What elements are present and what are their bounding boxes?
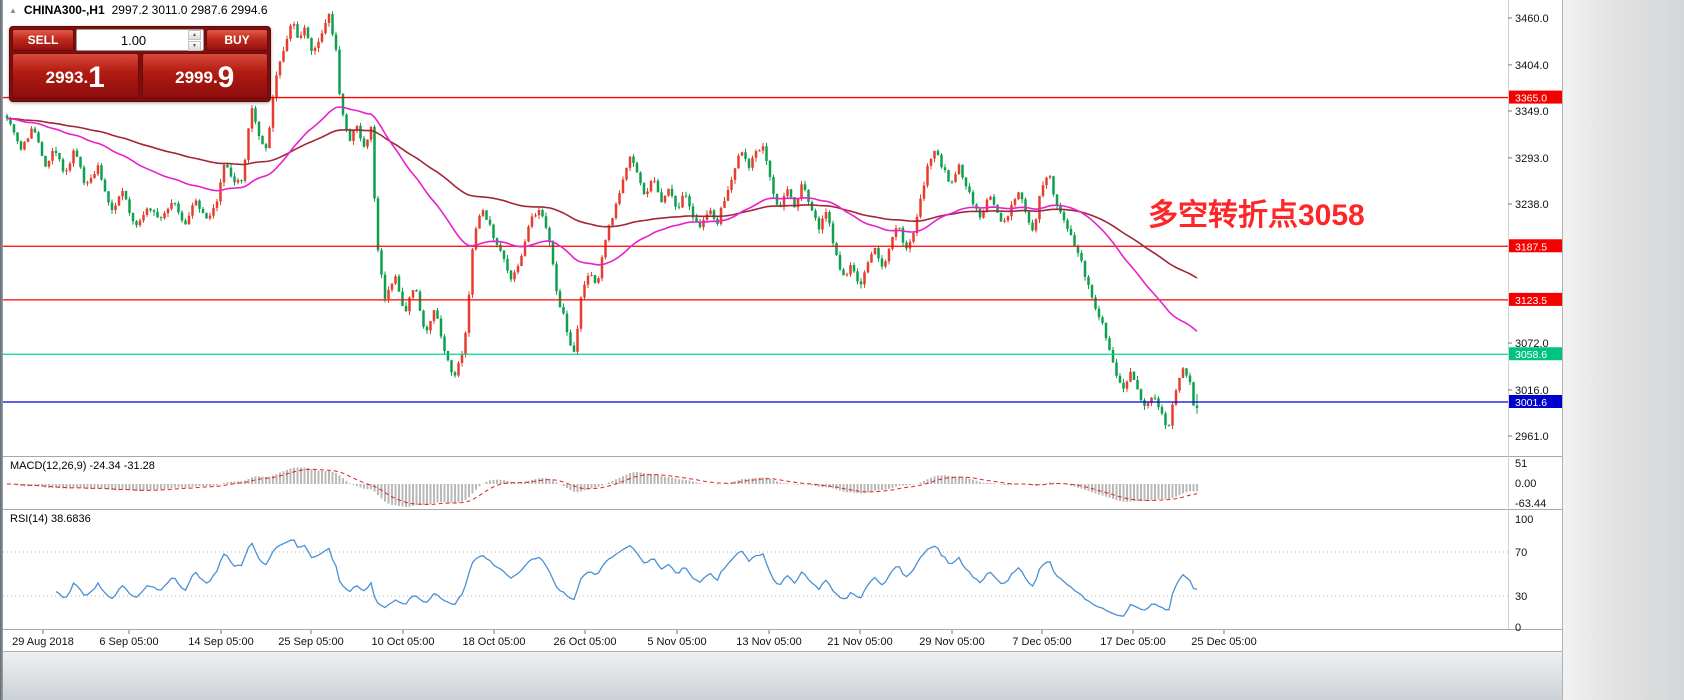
buy-price-main: 2999. [175, 68, 218, 87]
time-axis-label: 25 Dec 05:00 [1191, 636, 1256, 648]
ma-fast-line [6, 106, 1198, 332]
chart-canvas[interactable]: 3365.0 3187.5 3123.5 3058.6 3001.6 3460.0 3404… [3, 0, 1562, 651]
price-axis-label: 3238.0 [1515, 199, 1549, 211]
macd-indicator-label: MACD(12,26,9) -24.34 -31.28 [10, 460, 155, 472]
buy-price-big-digit: 9 [217, 61, 235, 94]
rsi-axis-label: 30 [1515, 591, 1527, 603]
ma-slow-line [6, 117, 1198, 279]
rsi-line [55, 539, 1198, 617]
macd-panel [7, 467, 1198, 507]
buy-button[interactable]: BUY [206, 29, 268, 51]
rsi-axis-label: 0 [1515, 622, 1521, 634]
moving-averages [6, 106, 1198, 332]
rsi-axis-label: 100 [1515, 514, 1533, 526]
support-line-3058-badge [1509, 347, 1562, 361]
price-axis-label: 3404.0 [1515, 60, 1549, 72]
volume-field[interactable]: 1.00 ▲ ▼ [76, 29, 204, 51]
horizontal-level-lines [3, 96, 1508, 403]
macd-axis-label: 0.00 [1515, 478, 1536, 490]
window-left-frame [0, 0, 3, 700]
price-axis: 3365.0 3187.5 3123.5 3058.6 3001.6 3460.0 3404… [1508, 13, 1562, 634]
volume-spinner: ▲ ▼ [188, 29, 201, 51]
time-axis-label: 7 Dec 05:00 [1012, 636, 1071, 648]
symbol-title: CHINA300-,H1 [23, 3, 105, 17]
panel-separators [3, 0, 1562, 630]
time-axis-label: 29 Nov 05:00 [919, 636, 984, 648]
resistance-line-3123-badge [1509, 292, 1562, 306]
resistance-line-3365-badge [1509, 90, 1562, 104]
time-axis-label: 29 Aug 2018 [12, 636, 74, 648]
bid-price-line-3001-badge-label: 3001.6 [1515, 397, 1547, 409]
candles [5, 11, 1199, 430]
time-axis-label: 17 Dec 05:00 [1100, 636, 1165, 648]
chart-annotation-text: 多空转折点3058 [1148, 199, 1365, 232]
resistance-line-3187-badge-label: 3187.5 [1515, 241, 1547, 253]
time-axis-label: 18 Oct 05:00 [463, 636, 526, 648]
macd-axis-label: -63.44 [1515, 498, 1546, 510]
time-axis-label: 6 Sep 05:00 [99, 636, 158, 648]
time-axis-label: 10 Oct 05:00 [372, 636, 435, 648]
time-axis-label: 5 Nov 05:00 [647, 636, 706, 648]
price-axis-label: 3016.0 [1515, 385, 1549, 397]
symbol-header: ▲ CHINA300-,H1 2997.2 3011.0 2987.6 2994… [9, 3, 268, 17]
sell-price-button[interactable]: 2993. 1 [12, 53, 139, 99]
volume-up-arrow-icon[interactable]: ▲ [188, 29, 201, 40]
chart-window: 3365.0 3187.5 3123.5 3058.6 3001.6 3460.0 3404… [3, 0, 1562, 651]
workspace-right-gutter [1562, 0, 1684, 700]
rsi-panel [3, 539, 1508, 617]
volume-down-arrow-icon[interactable]: ▼ [188, 40, 201, 51]
resistance-line-3187-badge [1509, 239, 1562, 253]
price-axis-label: 2961.0 [1515, 431, 1549, 443]
workspace-bottom-gutter[interactable] [3, 651, 1562, 700]
buy-price-button[interactable]: 2999. 9 [141, 53, 268, 99]
time-axis-label: 21 Nov 05:00 [827, 636, 892, 648]
price-axis-label: 3460.0 [1515, 13, 1549, 25]
volume-value[interactable]: 1.00 [120, 32, 147, 48]
rsi-indicator-label: RSI(14) 38.6836 [10, 513, 91, 525]
sell-button[interactable]: SELL [12, 29, 74, 51]
rsi-axis-label: 70 [1515, 547, 1527, 559]
resistance-line-3123-badge-label: 3123.5 [1515, 295, 1547, 307]
sell-price-big-digit: 1 [88, 61, 105, 94]
support-line-3058-badge-label: 3058.6 [1515, 349, 1547, 361]
symbol-ohlc-values: 2997.2 3011.0 2987.6 2994.6 [111, 3, 268, 17]
bid-price-line-3001-badge [1509, 394, 1562, 408]
price-axis-label: 3072.0 [1515, 338, 1549, 350]
time-axis: 29 Aug 2018 6 Sep 05:00 14 Sep 05:00 25 Sep… [12, 630, 1257, 648]
sell-price-main: 2993. [45, 68, 89, 87]
price-axis-label: 3349.0 [1515, 106, 1549, 118]
collapse-arrow-icon[interactable]: ▲ [9, 5, 17, 15]
time-axis-label: 14 Sep 05:00 [188, 636, 253, 648]
macd-axis-label: 51 [1515, 458, 1527, 470]
time-axis-label: 13 Nov 05:00 [736, 636, 801, 648]
resistance-line-3365-badge-label: 3365.0 [1515, 93, 1547, 105]
time-axis-label: 26 Oct 05:00 [554, 636, 617, 648]
price-axis-label: 3293.0 [1515, 153, 1549, 165]
macd-signal-line [7, 468, 1198, 505]
one-click-trading-panel: SELL 1.00 ▲ ▼ BUY 2993. 1 2999. 9 [9, 26, 271, 102]
time-axis-label: 25 Sep 05:00 [278, 636, 343, 648]
